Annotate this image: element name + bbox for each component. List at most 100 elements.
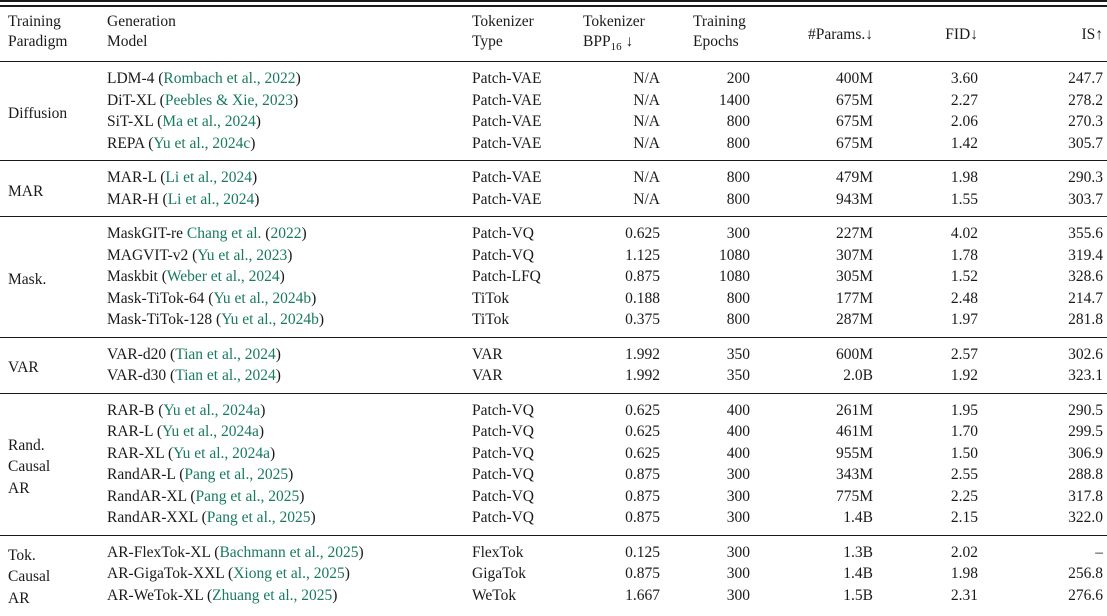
group-var: VAR VAR-d20 (Tian et al., 2024) VAR 1.992 35… xyxy=(0,337,1107,393)
citation-link[interactable]: Weber et al., 2024 xyxy=(166,268,280,286)
model-cell: MaskGIT-re Chang et al. (2022) xyxy=(99,217,464,245)
citation-link[interactable]: Yu et al., 2024c xyxy=(153,134,251,152)
col-header-generation-model: Generation Model xyxy=(99,7,464,63)
tokenizer-type-cell: Patch-VAE xyxy=(472,169,542,187)
citation-link[interactable]: Li et al., 2024 xyxy=(167,190,255,208)
citation-link[interactable]: Tian et al., 2024 xyxy=(175,367,276,385)
model-name: AR-FlexTok-XL xyxy=(107,543,215,561)
params-cell: 775M xyxy=(835,487,873,505)
table-row: Mask-TiTok-128 (Yu et al., 2024b) TiTok 0.… xyxy=(0,309,1107,337)
training-epochs-cell: 400 xyxy=(726,401,750,419)
params-cell: 177M xyxy=(835,289,873,307)
tokenizer-type-cell: Patch-VQ xyxy=(472,487,534,505)
fid-cell: 1.55 xyxy=(950,190,978,208)
citation-link[interactable]: Tian et al., 2024 xyxy=(175,345,276,363)
table-row: Maskbit (Weber et al., 2024) Patch-LFQ 0.8… xyxy=(0,266,1107,288)
tokenizer-bpp-cell: 1.125 xyxy=(625,246,660,264)
model-cell: RandAR-XL (Pang et al., 2025) xyxy=(99,486,464,508)
tokenizer-bpp-cell: N/A xyxy=(633,91,660,109)
training-epochs-cell: 300 xyxy=(726,225,750,243)
is-cell: 278.2 xyxy=(1068,91,1103,109)
table-row: SiT-XL (Ma et al., 2024) Patch-VAE N/A 800 6… xyxy=(0,111,1107,133)
is-cell: 306.9 xyxy=(1068,444,1103,462)
citation-link[interactable]: Ma et al., 2024 xyxy=(162,113,256,131)
tokenizer-type-cell: Patch-VAE xyxy=(472,134,542,152)
col-header-is: IS↑ xyxy=(985,7,1107,63)
citation-link[interactable]: Rombach et al., 2022 xyxy=(163,70,296,88)
model-name: AR-WeTok-XL xyxy=(107,586,207,604)
citation-punctuation: ( xyxy=(168,444,174,462)
citation-link[interactable]: Peebles & Xie, 2023 xyxy=(164,91,294,109)
model-cell: Mask-TiTok-64 (Yu et al., 2024b) xyxy=(99,288,464,310)
training-epochs-cell: 350 xyxy=(726,345,750,363)
col-header-training-epochs: Training Epochs xyxy=(665,7,755,63)
citation-link[interactable]: Yu et al., 2023 xyxy=(197,246,288,264)
citation-punctuation: ( xyxy=(160,169,166,187)
table-row: Mask-TiTok-64 (Yu et al., 2024b) TiTok 0.1… xyxy=(0,288,1107,310)
fid-cell: 1.52 xyxy=(950,268,978,286)
citation-link[interactable]: Li et al., 2024 xyxy=(165,169,252,187)
citation-link[interactable]: Chang et al. xyxy=(186,225,262,243)
table-row: RAR-L (Yu et al., 2024a) Patch-VQ 0.625 400… xyxy=(0,421,1107,443)
citation-link[interactable]: Pang et al., 2025 xyxy=(206,509,311,527)
citation-link[interactable]: Zhuang et al., 2025 xyxy=(212,586,333,604)
header-line: Generation xyxy=(107,13,176,30)
table-row: Tok. Causal AR AR-FlexTok-XL (Bachmann et a… xyxy=(0,535,1107,607)
tokenizer-type-cell: Patch-VQ xyxy=(472,225,534,243)
fid-cell: 2.55 xyxy=(950,466,978,484)
training-epochs-cell: 300 xyxy=(726,586,750,604)
paradigm-label: Diffusion xyxy=(0,62,99,161)
citation-link[interactable]: Xiong et al., 2025 xyxy=(233,565,345,583)
fid-cell: 2.06 xyxy=(950,113,978,131)
training-epochs-cell: 300 xyxy=(726,543,750,561)
bpp-subscript: 16 xyxy=(610,40,622,53)
model-name: RandAR-L xyxy=(107,466,180,484)
col-header-tokenizer-bpp: Tokenizer BPP16 ↓ xyxy=(575,7,665,63)
citation-punctuation: ) xyxy=(344,565,350,583)
citation-link[interactable]: Pang et al., 2025 xyxy=(184,466,289,484)
fid-cell: 1.50 xyxy=(950,444,978,462)
citation-link[interactable]: Pang et al., 2025 xyxy=(195,487,300,505)
paradigm-line: Tok. xyxy=(8,546,36,564)
citation-link[interactable]: Yu et al., 2024a xyxy=(173,444,271,462)
table-row: RAR-XL (Yu et al., 2024a) Patch-VQ 0.625 40… xyxy=(0,443,1107,465)
model-name: Mask-TiTok-128 xyxy=(107,311,217,329)
citation-punctuation: ( xyxy=(158,70,164,88)
citation-punctuation: ) xyxy=(332,586,338,604)
citation-punctuation: ( xyxy=(170,367,176,385)
model-name: AR-GigaTok-XXL xyxy=(107,565,229,583)
is-cell: 214.7 xyxy=(1068,289,1103,307)
fid-cell: 2.31 xyxy=(950,586,978,604)
is-cell: 355.6 xyxy=(1068,225,1103,243)
model-name: RAR-L xyxy=(107,423,157,441)
tokenizer-type-cell: Patch-VQ xyxy=(472,466,534,484)
is-cell: 270.3 xyxy=(1068,113,1103,131)
fid-cell: 1.95 xyxy=(950,401,978,419)
citation-link[interactable]: Yu et al., 2024b xyxy=(221,311,319,329)
training-epochs-cell: 800 xyxy=(726,134,750,152)
header-line: BPP16 ↓ xyxy=(583,32,634,53)
model-cell: RandAR-XXL (Pang et al., 2025) xyxy=(99,507,464,535)
citation-link[interactable]: Yu et al., 2024a xyxy=(163,401,261,419)
benchmark-table: Training Paradigm Generation Model Token… xyxy=(0,7,1107,612)
tokenizer-bpp-cell: 0.625 xyxy=(625,444,660,462)
model-cell: SiT-XL (Ma et al., 2024) xyxy=(99,111,464,133)
citation-link[interactable]: Yu et al., 2024a xyxy=(161,423,259,441)
is-cell: 299.5 xyxy=(1068,423,1103,441)
citation-punctuation: ( xyxy=(206,586,213,604)
citation-punctuation: ( xyxy=(201,509,207,527)
params-cell: 955M xyxy=(835,444,873,462)
citation-link[interactable]: 2022 xyxy=(270,225,302,243)
model-cell: DiT-XL (Peebles & Xie, 2023) xyxy=(99,90,464,112)
tokenizer-bpp-cell: 1.992 xyxy=(625,367,660,385)
training-epochs-cell: 300 xyxy=(726,509,750,527)
tokenizer-type-cell: Patch-VQ xyxy=(472,401,534,419)
citation-link[interactable]: Bachmann et al., 2025 xyxy=(219,543,359,561)
model-cell: MAGVIT-v2 (Yu et al., 2023) xyxy=(99,245,464,267)
tokenizer-bpp-cell: 0.125 xyxy=(625,543,660,561)
model-cell: MAR-L (Li et al., 2024) xyxy=(99,161,464,189)
params-cell: 1.4B xyxy=(843,565,873,583)
fid-cell: 4.02 xyxy=(950,225,978,243)
citation-link[interactable]: Yu et al., 2024b xyxy=(213,289,312,307)
training-epochs-cell: 300 xyxy=(726,466,750,484)
